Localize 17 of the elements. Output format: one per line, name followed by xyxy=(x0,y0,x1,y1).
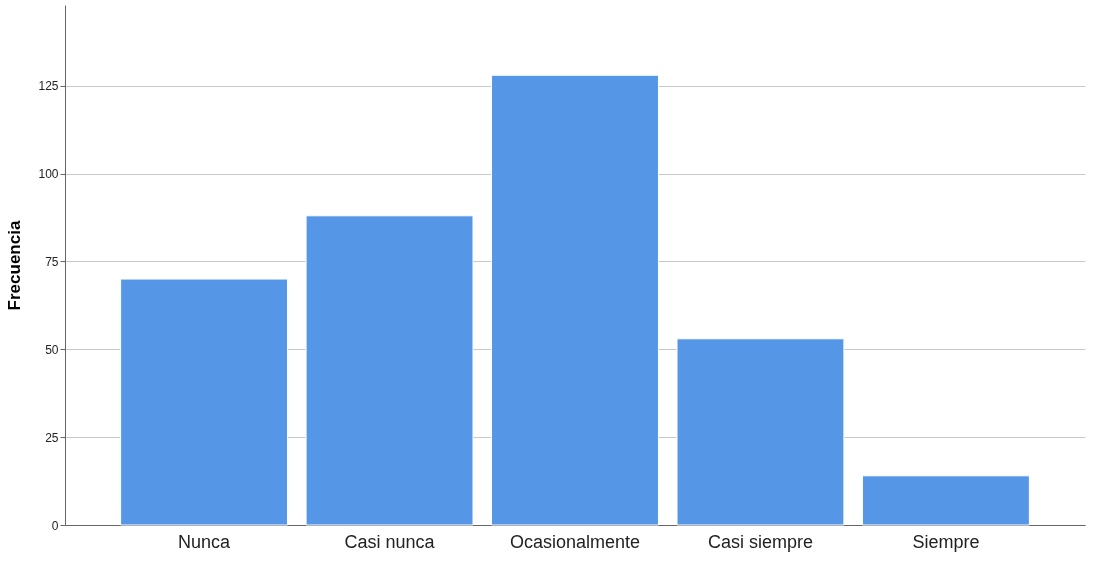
x-tick-label: Casi nunca xyxy=(344,531,436,552)
bar xyxy=(676,338,845,526)
y-tick-label: 75 xyxy=(45,254,59,269)
bar xyxy=(491,74,659,526)
y-tick-label: 25 xyxy=(45,430,59,445)
y-tick-label: 100 xyxy=(38,167,59,182)
x-tick-label: Siempre xyxy=(912,531,980,552)
y-tick-label: 0 xyxy=(51,518,59,533)
x-tick-label: Nunca xyxy=(178,531,232,552)
bar xyxy=(120,278,289,526)
y-tick-label: 50 xyxy=(45,342,59,357)
y-axis-title: Frecuencia xyxy=(5,220,25,311)
x-tick-label: Casi siempre xyxy=(707,531,813,552)
x-tick-label: Ocasionalmente xyxy=(509,531,641,552)
bar xyxy=(861,475,1030,526)
y-tick-label: 125 xyxy=(38,79,59,94)
bar xyxy=(305,215,474,526)
